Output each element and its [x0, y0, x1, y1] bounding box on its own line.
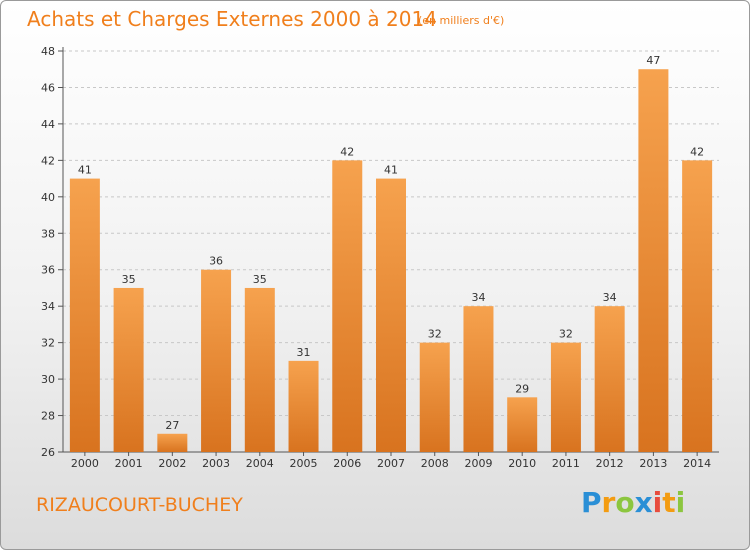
chart-title: Achats et Charges Externes 2000 à 2014	[27, 7, 437, 31]
logo-letter: i	[652, 486, 663, 519]
x-tick-label: 2009	[464, 457, 492, 470]
x-tick-label: 2013	[639, 457, 667, 470]
bar	[244, 287, 275, 452]
data-label: 31	[297, 346, 311, 359]
data-label: 41	[78, 164, 92, 177]
data-label: 42	[690, 145, 704, 158]
y-tick-label: 34	[41, 300, 55, 313]
bar	[157, 433, 188, 452]
y-tick-label: 46	[41, 81, 55, 94]
data-label: 36	[209, 255, 223, 268]
x-tick-label: 2006	[333, 457, 361, 470]
data-label: 42	[340, 145, 354, 158]
bar	[332, 160, 363, 452]
y-tick-label: 28	[41, 410, 55, 423]
data-label: 32	[428, 328, 442, 341]
bar	[463, 306, 494, 452]
data-label: 32	[559, 328, 573, 341]
y-tick-label: 42	[41, 154, 55, 167]
logo-letter: r	[601, 486, 616, 519]
data-label: 34	[471, 291, 485, 304]
bar	[69, 178, 100, 452]
data-label: 29	[515, 382, 529, 395]
x-tick-label: 2000	[71, 457, 99, 470]
bar	[594, 306, 625, 452]
bar	[638, 69, 669, 453]
x-tick-label: 2010	[508, 457, 536, 470]
x-tick-label: 2003	[202, 457, 230, 470]
data-label: 41	[384, 164, 398, 177]
y-tick-label: 40	[41, 191, 55, 204]
bar	[550, 342, 581, 452]
y-tick-label: 48	[41, 45, 55, 58]
data-label: 35	[253, 273, 267, 286]
logo-letter: i	[675, 486, 686, 519]
y-tick-label: 30	[41, 373, 55, 386]
data-label: 27	[165, 419, 179, 432]
bar	[113, 287, 144, 452]
x-tick-label: 2007	[377, 457, 405, 470]
bar	[507, 397, 538, 452]
x-tick-label: 2005	[290, 457, 318, 470]
bar	[682, 160, 713, 452]
logo-letter: o	[615, 486, 635, 519]
x-tick-label: 2011	[552, 457, 580, 470]
proxiti-logo: Proxiti	[581, 486, 685, 519]
place-name: RIZAUCOURT-BUCHEY	[36, 494, 243, 516]
x-tick-label: 2012	[596, 457, 624, 470]
y-tick-label: 38	[41, 227, 55, 240]
bar	[376, 178, 406, 452]
y-tick-label: 26	[41, 446, 55, 459]
chart-subtitle: (en milliers d'€)	[418, 14, 505, 27]
x-tick-label: 2004	[246, 457, 274, 470]
data-label: 47	[646, 54, 660, 67]
bar	[419, 342, 450, 452]
x-tick-label: 2002	[158, 457, 186, 470]
bar	[288, 360, 319, 452]
y-tick-label: 36	[41, 264, 55, 277]
logo-letter: t	[662, 486, 676, 519]
x-tick-label: 2014	[683, 457, 711, 470]
x-tick-label: 2008	[421, 457, 449, 470]
y-tick-label: 44	[41, 118, 55, 131]
bars	[69, 69, 713, 453]
data-label: 35	[122, 273, 136, 286]
y-tick-label: 32	[41, 337, 55, 350]
logo-letter: P	[581, 486, 602, 519]
bar	[201, 269, 232, 452]
data-label: 34	[603, 291, 617, 304]
x-tick-label: 2001	[115, 457, 143, 470]
logo-letter: x	[634, 486, 653, 519]
labels: 41 2000 35 2001 27 2002 36 2003 35 2004 31 2005 42 20…	[71, 54, 711, 470]
